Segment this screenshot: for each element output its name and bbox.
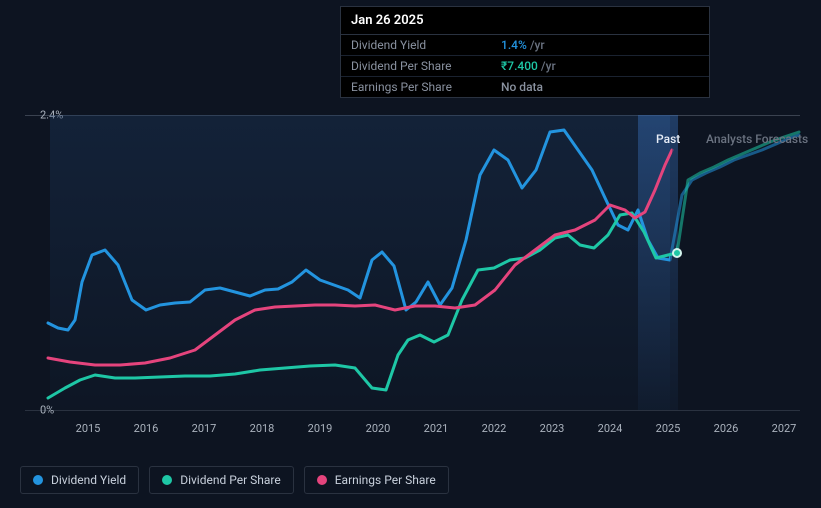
legend-dot-icon	[317, 475, 327, 485]
hover-marker-dot	[672, 248, 682, 258]
tooltip-row-label: Dividend Yield	[351, 38, 501, 52]
chart-lines-svg	[20, 110, 805, 410]
x-tick-label: 2016	[134, 422, 159, 435]
x-tick-label: 2027	[772, 422, 797, 435]
chart-legend: Dividend Yield Dividend Per Share Earnings…	[20, 466, 449, 494]
tooltip-row-label: Earnings Per Share	[351, 80, 501, 94]
series-line-earnings-per-share	[48, 150, 672, 365]
chart-tooltip: Jan 26 2025 Dividend Yield1.4%/yrDividen…	[340, 6, 710, 98]
x-tick-label: 2021	[424, 422, 449, 435]
tooltip-row: Dividend Yield1.4%/yr	[341, 35, 709, 56]
series-line-forecast-earnings-per-share	[48, 150, 672, 365]
x-tick-label: 2020	[366, 422, 391, 435]
x-axis: 2015 2016 2017 2018 2019 2020 2021 2022 2023 2024…	[20, 414, 805, 434]
series-line-forecast-dividend-yield	[48, 130, 799, 330]
x-tick-label: 2019	[308, 422, 333, 435]
tooltip-date: Jan 26 2025	[341, 7, 709, 35]
x-tick-label: 2023	[540, 422, 565, 435]
tooltip-row: Dividend Per Share₹7.400/yr	[341, 56, 709, 77]
tooltip-row-unit: /yr	[530, 38, 545, 52]
series-line-dividend-per-share	[48, 132, 799, 398]
legend-item-label: Dividend Yield	[51, 473, 126, 487]
legend-item-earnings-per-share[interactable]: Earnings Per Share	[304, 466, 449, 494]
x-tick-label: 2022	[482, 422, 507, 435]
legend-dot-icon	[33, 475, 43, 485]
gridline-min	[25, 410, 800, 411]
series-line-forecast-dividend-per-share	[48, 132, 799, 398]
section-label-past: Past	[656, 132, 680, 146]
series-line-dividend-yield	[48, 130, 799, 330]
legend-item-dividend-yield[interactable]: Dividend Yield	[20, 466, 139, 494]
section-label-forecast: Analysts Forecasts	[706, 132, 808, 146]
legend-dot-icon	[162, 475, 172, 485]
legend-item-label: Earnings Per Share	[335, 473, 436, 487]
tooltip-row-unit: /yr	[541, 59, 556, 73]
tooltip-row: Earnings Per ShareNo data	[341, 77, 709, 97]
tooltip-row-label: Dividend Per Share	[351, 59, 501, 73]
x-tick-label: 2026	[714, 422, 739, 435]
x-tick-label: 2017	[192, 422, 217, 435]
x-tick-label: 2024	[598, 422, 623, 435]
tooltip-row-value: ₹7.400/yr	[501, 59, 556, 73]
tooltip-row-value: No data	[501, 80, 543, 94]
x-tick-label: 2018	[250, 422, 275, 435]
legend-item-label: Dividend Per Share	[180, 473, 281, 487]
x-tick-label: 2025	[656, 422, 681, 435]
x-tick-label: 2015	[76, 422, 101, 435]
legend-item-dividend-per-share[interactable]: Dividend Per Share	[149, 466, 294, 494]
tooltip-row-value: 1.4%/yr	[501, 38, 545, 52]
chart-plot-area[interactable]	[20, 110, 805, 410]
